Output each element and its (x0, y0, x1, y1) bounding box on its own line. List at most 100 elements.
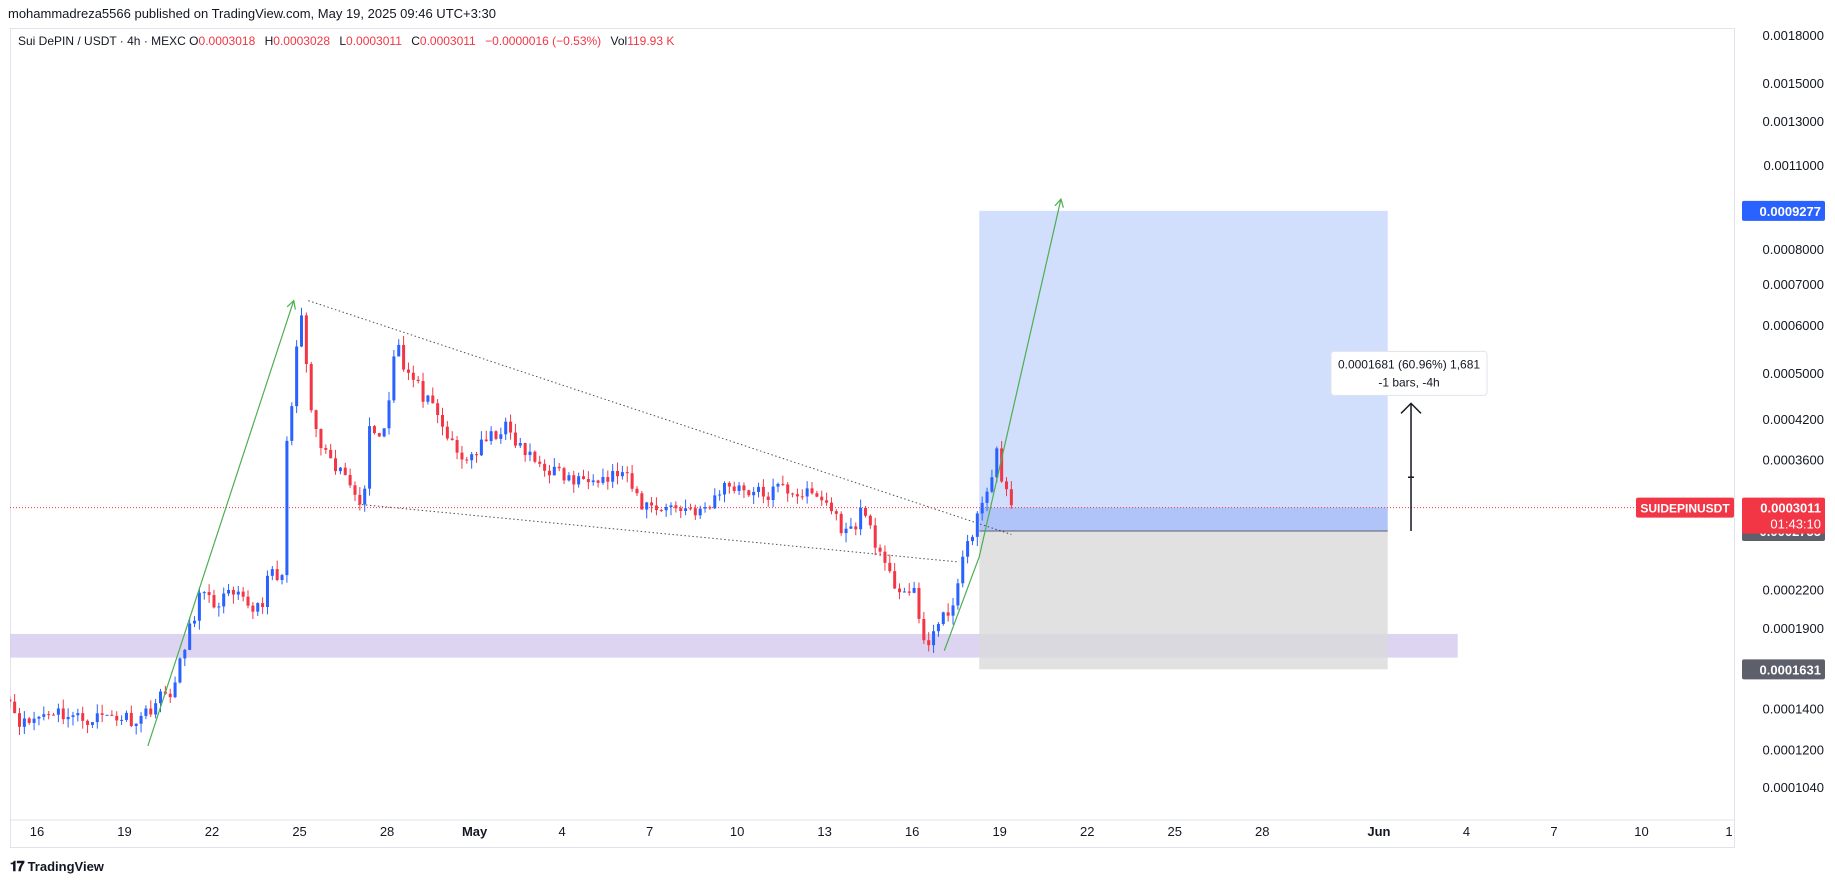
x-tick-label: 7 (646, 824, 653, 839)
candle-body (494, 431, 498, 439)
candle (368, 417, 372, 496)
candle (776, 482, 780, 493)
y-tick-label: 0.0001900 (1763, 621, 1824, 636)
price-axis: 0.0018000 0.0015000 0.0013000 0.0011000 0.00… (1742, 28, 1825, 795)
y-tick-label: 0.0006000 (1763, 318, 1824, 333)
candle-body (56, 708, 60, 715)
candle-body (129, 712, 133, 727)
trend-arrow-2 (943, 197, 1064, 651)
candle (533, 450, 537, 464)
candle-body (659, 510, 663, 512)
trend-arrow-2-head (1054, 197, 1064, 208)
candle (591, 474, 595, 486)
candle-body (90, 722, 94, 725)
candle-body (951, 605, 955, 616)
candle-body (980, 502, 984, 514)
candle (1000, 441, 1004, 483)
candle (314, 409, 318, 438)
trend-arrow-2-line (943, 198, 1062, 651)
symbol-legend[interactable]: Sui DePIN / USDT · 4h · MEXC O0.0003018 … (18, 34, 680, 48)
candle (781, 475, 785, 487)
candle (956, 578, 960, 610)
candle-body (256, 603, 260, 612)
x-tick-label: 16 (30, 824, 44, 839)
candle (966, 534, 970, 564)
candle-body (616, 471, 620, 477)
candle (154, 698, 158, 719)
x-tick-label: 1 (1725, 824, 1732, 839)
candle (659, 508, 663, 513)
candle-body (893, 571, 897, 589)
candle-body (76, 713, 80, 716)
candle (256, 602, 260, 616)
candle (66, 708, 70, 728)
candle-body (854, 526, 858, 530)
footer-brand[interactable]: 𝟏𝟕 TradingView (10, 858, 104, 875)
last-price-value: 0.0003011 (1760, 501, 1821, 516)
candle (465, 456, 469, 464)
candle (766, 492, 770, 507)
candle-body (674, 505, 678, 509)
price-badge-blue: 0.0009277 (1742, 200, 1825, 221)
candle-body (815, 493, 819, 497)
chart-frame[interactable] (10, 28, 1735, 848)
candle-body (654, 505, 658, 511)
candle (688, 503, 692, 511)
candle-body (470, 454, 474, 461)
y-tick-label: 0.0002200 (1763, 582, 1824, 597)
candle-body (698, 508, 702, 516)
candle-body (489, 431, 493, 442)
candle (567, 472, 571, 482)
candle (295, 340, 299, 414)
legend-open: 0.0003018 (198, 34, 256, 48)
candle (261, 597, 265, 614)
price-badge-value: 0.0009277 (1760, 204, 1821, 219)
candle-body (324, 448, 328, 450)
candle (382, 428, 386, 438)
candle-body (888, 562, 892, 572)
candle-body (650, 502, 654, 506)
candle-body (727, 482, 731, 487)
candle (718, 490, 722, 501)
candle (193, 616, 197, 628)
candle (961, 550, 965, 588)
legend-low: 0.0003011 (346, 34, 402, 48)
candle (450, 431, 454, 441)
candle-body (956, 583, 960, 606)
candle (757, 482, 761, 498)
candle-body (941, 612, 945, 625)
legend-volume: 119.93 K (627, 34, 675, 48)
candle-body (975, 513, 979, 537)
candle-body (17, 713, 22, 727)
y-tick-label: 0.0004200 (1763, 412, 1824, 427)
candle-body (961, 556, 965, 584)
candle-body (450, 438, 454, 441)
candle-body (265, 575, 269, 608)
candle (936, 622, 940, 637)
candle-body (397, 344, 401, 357)
wedge-lower-line (357, 503, 959, 563)
candle-body (684, 508, 688, 511)
x-tick-label: 10 (1634, 824, 1648, 839)
candle-body (518, 443, 522, 446)
candle-body (902, 591, 906, 593)
y-tick-label: 0.0001200 (1763, 742, 1824, 757)
candle (124, 710, 128, 722)
tradingview-logo-icon: 𝟏𝟕 (10, 858, 25, 874)
candle-body (620, 472, 624, 477)
candle-body (581, 476, 586, 480)
candle (343, 462, 347, 476)
measure-arrow-head (1400, 402, 1422, 414)
legend-symbol[interactable]: Sui DePIN / USDT · 4h · MEXC (18, 34, 186, 48)
candle (207, 584, 211, 603)
candle-body (460, 452, 464, 460)
candle (795, 488, 799, 504)
legend-high: 0.0003028 (273, 34, 330, 48)
candle (173, 676, 177, 699)
candle (285, 436, 289, 583)
candle (616, 462, 620, 485)
candle (129, 705, 133, 728)
candle-body (567, 475, 571, 481)
candle (528, 443, 532, 462)
